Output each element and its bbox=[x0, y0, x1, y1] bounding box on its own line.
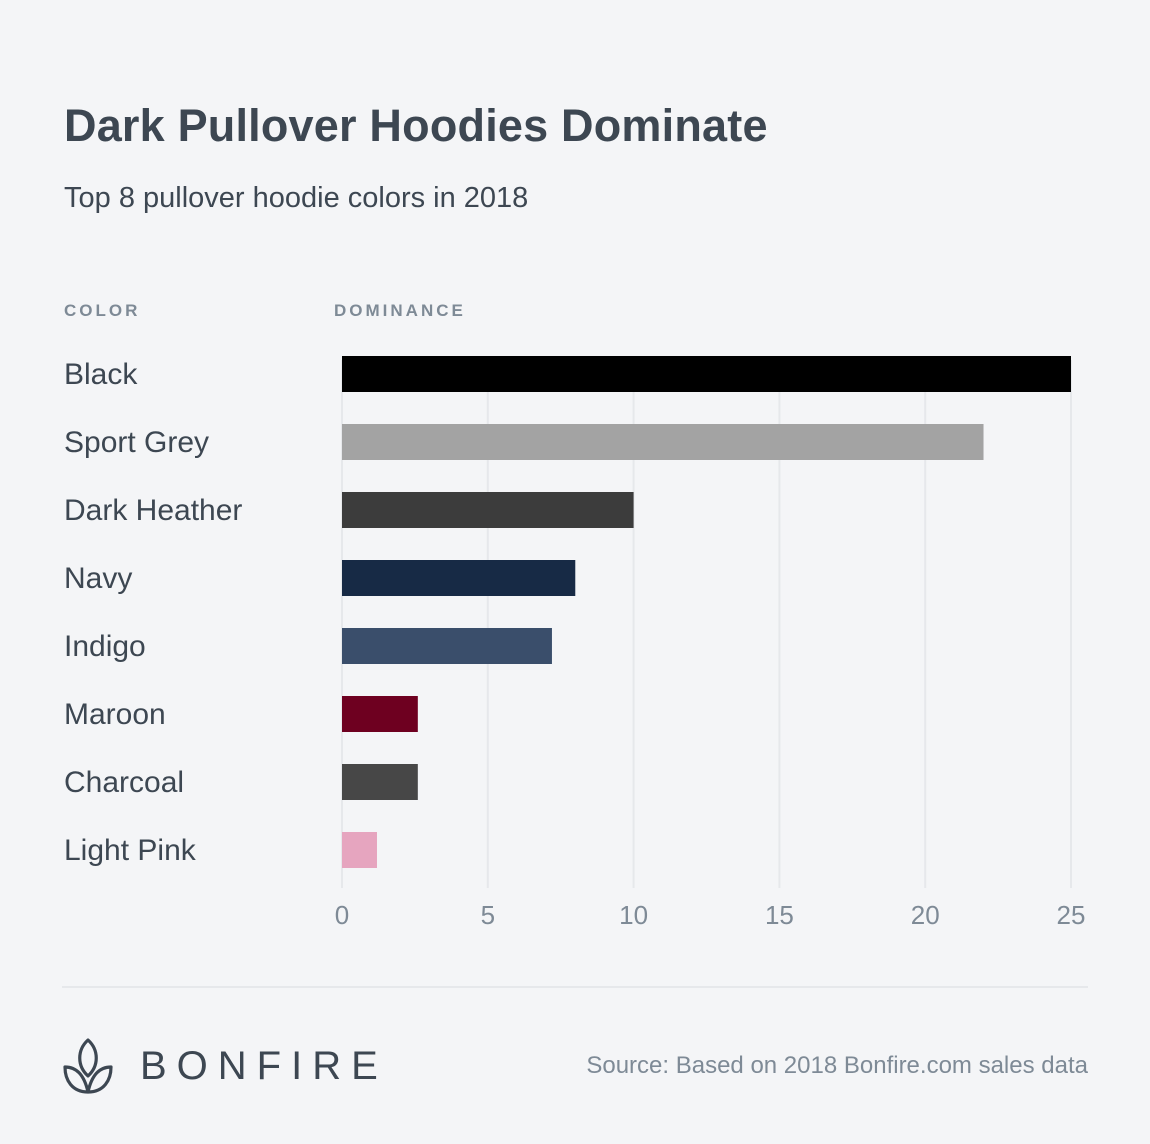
category-label: Sport Grey bbox=[64, 426, 209, 459]
chart-subtitle: Top 8 pullover hoodie colors in 2018 bbox=[64, 182, 529, 214]
source-note: Source: Based on 2018 Bonfire.com sales … bbox=[586, 1052, 1088, 1079]
bar-light-pink bbox=[342, 832, 377, 868]
x-tick-label: 15 bbox=[765, 900, 794, 930]
category-label: Maroon bbox=[64, 698, 166, 731]
category-label: Charcoal bbox=[64, 766, 184, 799]
dominance-column-header: DOMINANCE bbox=[334, 301, 466, 320]
bonfire-flame-icon bbox=[63, 1038, 113, 1094]
category-labels: Black Sport Grey Dark Heather Navy Indigo Mar… bbox=[64, 358, 242, 867]
brand-wordmark: BONFIRE bbox=[140, 1043, 388, 1088]
x-tick-label: 0 bbox=[335, 900, 349, 930]
bonfire-logo: BONFIRE bbox=[62, 1036, 388, 1096]
x-tick-label: 20 bbox=[911, 900, 940, 930]
category-label: Navy bbox=[64, 562, 132, 595]
chart-title: Dark Pullover Hoodies Dominate bbox=[64, 100, 768, 151]
x-tick-label: 25 bbox=[1057, 900, 1086, 930]
bar-black bbox=[342, 356, 1071, 392]
bar-navy bbox=[342, 560, 576, 596]
category-label: Light Pink bbox=[64, 834, 197, 867]
bar-sport-grey bbox=[342, 424, 984, 460]
bar-dark-heather bbox=[342, 492, 634, 528]
color-column-header: COLOR bbox=[64, 301, 141, 320]
x-tick-label: 10 bbox=[619, 900, 648, 930]
category-label: Dark Heather bbox=[64, 494, 242, 527]
bar-indigo bbox=[342, 628, 552, 664]
bar-charcoal bbox=[342, 764, 418, 800]
category-label: Indigo bbox=[64, 630, 146, 663]
bar-maroon bbox=[342, 696, 418, 732]
bars bbox=[342, 356, 1071, 868]
x-axis-ticks: 0 5 10 15 20 25 bbox=[335, 900, 1086, 930]
category-label: Black bbox=[64, 358, 138, 391]
bar-chart: Black Sport Grey Dark Heather Navy Indigo Mar… bbox=[64, 356, 1086, 930]
x-tick-label: 5 bbox=[481, 900, 495, 930]
footer-divider bbox=[62, 986, 1088, 988]
